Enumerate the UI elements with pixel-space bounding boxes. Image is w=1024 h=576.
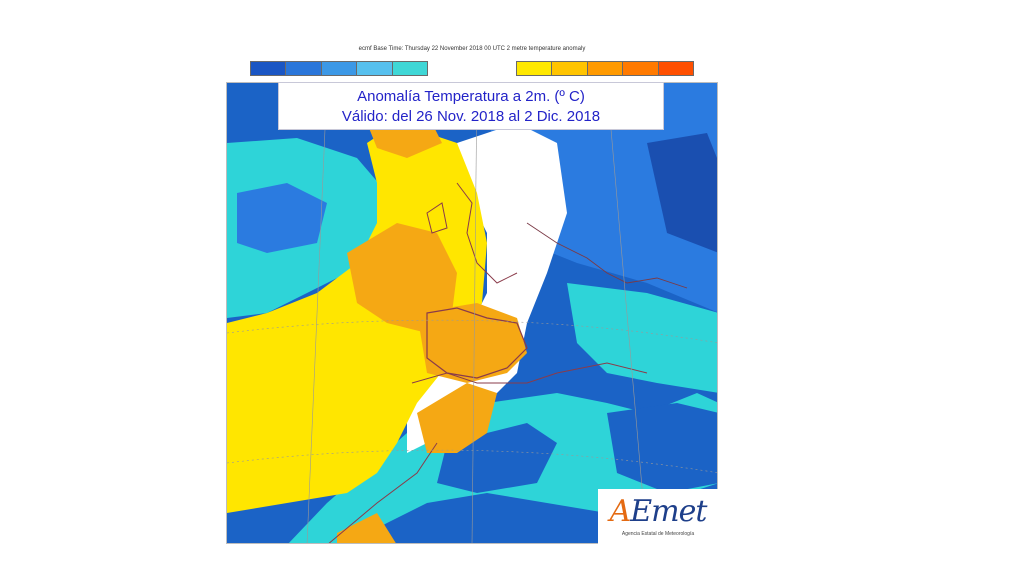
map-region-deep-blue bbox=[647, 133, 717, 253]
map-title: Anomalía Temperatura a 2m. (º C) bbox=[357, 88, 585, 105]
map-title-box: Anomalía Temperatura a 2m. (º C) Válido:… bbox=[278, 82, 664, 130]
map-region-orange-morocco bbox=[417, 383, 497, 453]
legend-swatch-warm-3 bbox=[587, 62, 624, 75]
legend-swatch-cold-4 bbox=[357, 62, 393, 75]
map-region-orange-south bbox=[337, 513, 396, 543]
west-africa-coast bbox=[328, 442, 438, 543]
graticule-lon-3 bbox=[606, 83, 648, 543]
aemet-logo: AEmet Agencia Estatal de Meteorología bbox=[598, 489, 718, 545]
britain-outline bbox=[456, 182, 518, 284]
europe-coast bbox=[526, 222, 688, 289]
anomaly-map bbox=[226, 82, 718, 544]
map-region-orange-iberia bbox=[417, 303, 527, 383]
legend-swatch-warm-4 bbox=[623, 62, 659, 75]
map-region-yellow bbox=[227, 123, 487, 513]
legend-swatch-warm-5 bbox=[658, 62, 694, 75]
map-region-blue-southeast bbox=[607, 403, 717, 493]
map-validity: Válido: del 26 Nov. 2018 al 2 Dic. 2018 bbox=[341, 108, 601, 125]
legend-warm-scale bbox=[516, 61, 694, 76]
ireland-outline bbox=[426, 202, 448, 234]
header-caption: ecmf Base Time: Thursday 22 November 201… bbox=[358, 46, 586, 52]
graticule-lon-2 bbox=[471, 83, 478, 543]
graticule-lat-1 bbox=[227, 319, 717, 343]
legend-swatch-warm-2 bbox=[552, 62, 588, 75]
aemet-logo-letters: Emet bbox=[630, 494, 707, 529]
legend-swatch-cold-5 bbox=[392, 62, 428, 75]
legend-swatch-warm-1 bbox=[517, 62, 553, 75]
north-africa-coast bbox=[411, 362, 648, 384]
legend-swatch-cold-2 bbox=[286, 62, 322, 75]
legend-cold-scale bbox=[250, 61, 428, 76]
map-region-blue-west bbox=[237, 183, 327, 253]
graticule-lon-1 bbox=[306, 83, 328, 543]
map-region-orange-atlantic bbox=[347, 223, 457, 333]
legend-swatch-cold-3 bbox=[321, 62, 358, 75]
iberia-outline bbox=[426, 307, 528, 379]
map-region-cyan-east bbox=[567, 283, 717, 393]
aemet-logo-mark: AEmet bbox=[598, 495, 718, 529]
aemet-logo-letter-a: A bbox=[609, 494, 632, 529]
legend-swatch-cold-1 bbox=[251, 62, 287, 75]
anomaly-map-graphic bbox=[227, 83, 717, 543]
aemet-logo-subtitle: Agencia Estatal de Meteorología bbox=[621, 531, 695, 537]
